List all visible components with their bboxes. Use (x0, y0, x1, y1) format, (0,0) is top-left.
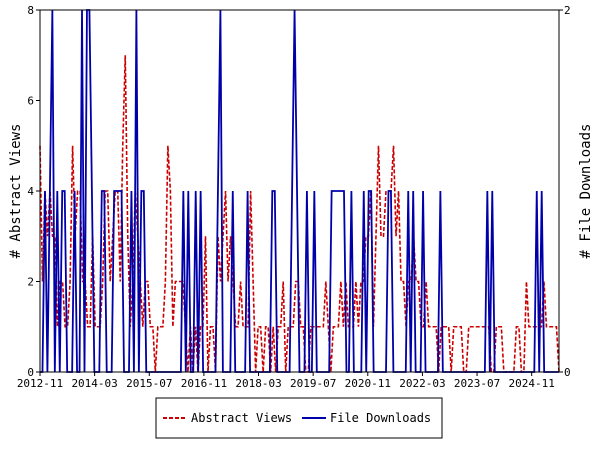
left-axis-title: # Abstract Views (8, 124, 24, 259)
legend-label-file-downloads: File Downloads (330, 411, 431, 425)
x-tick-label-7: 2022-03 (399, 377, 445, 390)
right-tick-label-1: 2 (564, 4, 571, 17)
x-tick-label-9: 2024-11 (509, 377, 555, 390)
x-tick-label-6: 2020-11 (345, 377, 391, 390)
x-tick-label-3: 2016-11 (181, 377, 227, 390)
x-tick-label-4: 2018-03 (235, 377, 281, 390)
left-tick-label-2: 4 (27, 185, 34, 198)
legend-label-abstract-views: Abstract Views (191, 411, 292, 425)
x-tick-label-8: 2023-07 (454, 377, 500, 390)
left-tick-label-4: 8 (27, 4, 34, 17)
x-tick-label-5: 2019-07 (290, 377, 336, 390)
series-line-abstract-views (39, 55, 560, 373)
left-tick-label-0: 0 (27, 366, 34, 379)
legend-box (155, 397, 443, 439)
right-axis-title: # File Downloads (578, 124, 594, 259)
x-tick-label-1: 2014-03 (71, 377, 117, 390)
x-tick-label-2: 2015-07 (126, 377, 172, 390)
legend: Abstract Views File Downloads (155, 397, 443, 439)
left-tick-label-3: 6 (27, 95, 34, 108)
ticks-layer: 0 2 4 6 8 0 2 2012-11 2014-03 2015-07 2016-11 2018-… (17, 4, 571, 390)
right-tick-label-0: 0 (564, 366, 571, 379)
x-tick-label-0: 2012-11 (17, 377, 63, 390)
left-tick-label-1: 2 (27, 276, 34, 289)
